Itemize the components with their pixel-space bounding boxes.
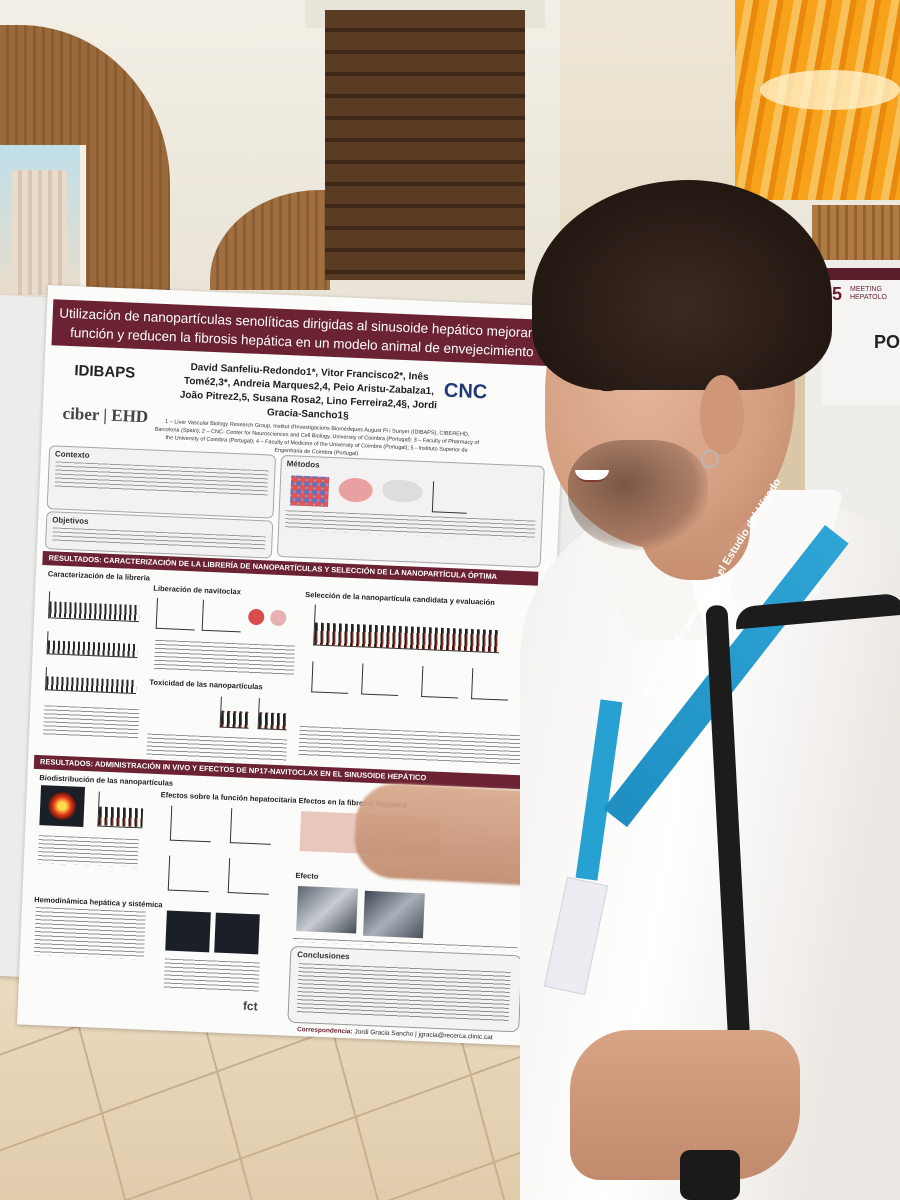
neighbor-poster: 5 MEETING HEPATOLO PO 2 (822, 268, 900, 405)
smile (575, 470, 609, 482)
smartwatch-icon (680, 1150, 740, 1200)
earring-icon (701, 450, 719, 468)
neighbor-poster-label: PO (874, 332, 900, 352)
neighbor-poster-number: 5 (832, 284, 843, 304)
beard (568, 440, 708, 550)
wooden-pillar (325, 10, 525, 280)
neighbor-poster-tag: MEETING HEPATOLO (850, 286, 887, 301)
curtain (12, 170, 67, 295)
wooden-panel (812, 205, 900, 270)
hair (532, 180, 832, 390)
ear (700, 375, 744, 455)
lamp-glow (760, 70, 900, 110)
